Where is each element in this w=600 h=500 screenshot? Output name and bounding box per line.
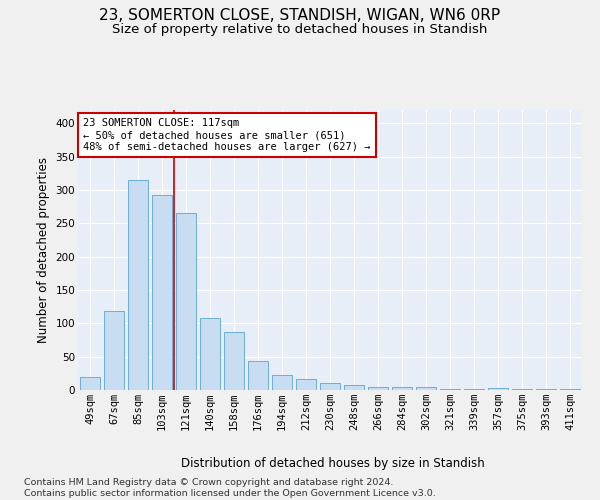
Bar — [224, 332, 244, 390]
Bar — [416, 386, 436, 390]
Text: Distribution of detached houses by size in Standish: Distribution of detached houses by size … — [181, 458, 485, 470]
Bar — [488, 388, 508, 390]
Bar — [344, 386, 364, 390]
Text: Contains HM Land Registry data © Crown copyright and database right 2024.
Contai: Contains HM Land Registry data © Crown c… — [24, 478, 436, 498]
Bar — [512, 388, 532, 390]
Text: 23, SOMERTON CLOSE, STANDISH, WIGAN, WN6 0RP: 23, SOMERTON CLOSE, STANDISH, WIGAN, WN6… — [100, 8, 500, 22]
Bar — [320, 384, 340, 390]
Text: 23 SOMERTON CLOSE: 117sqm
← 50% of detached houses are smaller (651)
48% of semi: 23 SOMERTON CLOSE: 117sqm ← 50% of detac… — [83, 118, 371, 152]
Bar — [440, 388, 460, 390]
Bar — [248, 362, 268, 390]
Bar — [200, 318, 220, 390]
Bar — [560, 388, 580, 390]
Bar — [176, 214, 196, 390]
Bar — [296, 380, 316, 390]
Text: Size of property relative to detached houses in Standish: Size of property relative to detached ho… — [112, 22, 488, 36]
Bar — [104, 312, 124, 390]
Bar — [152, 194, 172, 390]
Y-axis label: Number of detached properties: Number of detached properties — [37, 157, 50, 343]
Bar — [392, 388, 412, 390]
Bar — [128, 180, 148, 390]
Bar — [272, 376, 292, 390]
Bar — [368, 386, 388, 390]
Bar — [80, 376, 100, 390]
